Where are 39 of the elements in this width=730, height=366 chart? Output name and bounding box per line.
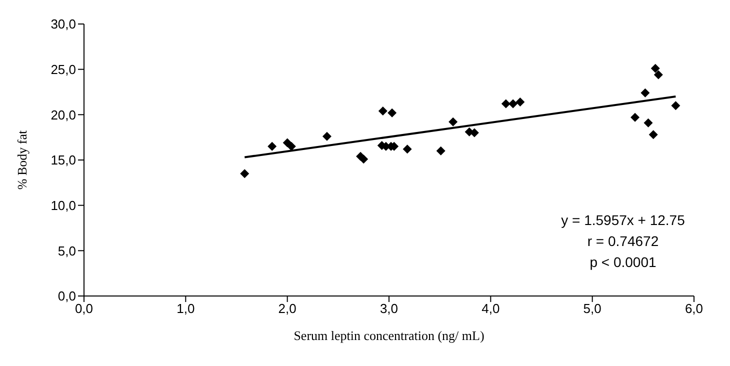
y-tick-label: 10,0 bbox=[50, 198, 76, 213]
point bbox=[650, 64, 660, 73]
y-axis-title: % Body fat bbox=[14, 130, 30, 190]
y-tick-label: 0,0 bbox=[58, 288, 76, 304]
point bbox=[388, 108, 397, 118]
point bbox=[640, 88, 650, 98]
point bbox=[654, 70, 663, 80]
annotation: y = 1.5957x + 12.75 bbox=[560, 211, 686, 230]
point bbox=[240, 169, 250, 178]
point bbox=[402, 144, 412, 154]
point bbox=[286, 142, 296, 151]
point bbox=[516, 97, 525, 106]
y-tick-label: 30,0 bbox=[50, 16, 76, 32]
y-tick-label: 20,0 bbox=[50, 107, 76, 122]
x-tick-label: 6,0 bbox=[684, 301, 704, 316]
point bbox=[448, 117, 458, 126]
annotation: r = 0.74672 bbox=[586, 232, 660, 251]
annotation: p < 0.0001 bbox=[588, 253, 658, 272]
point bbox=[644, 118, 653, 128]
point bbox=[648, 130, 658, 140]
point bbox=[508, 99, 518, 108]
point bbox=[378, 106, 388, 116]
point bbox=[268, 142, 277, 151]
x-tick-label: 5,0 bbox=[583, 301, 602, 316]
y-tick-label: 15,0 bbox=[50, 152, 76, 168]
x-tick-label: 1,0 bbox=[176, 301, 195, 316]
point bbox=[322, 132, 332, 141]
x-tick-label: 0,0 bbox=[74, 301, 94, 316]
point bbox=[501, 99, 510, 108]
y-tick-label: 5,0 bbox=[58, 243, 76, 258]
x-tick-label: 4,0 bbox=[482, 301, 500, 316]
y-tick-label: 25,0 bbox=[50, 62, 76, 77]
point bbox=[630, 112, 640, 122]
point bbox=[436, 146, 446, 156]
point bbox=[671, 101, 680, 110]
x-tick-label: 2,0 bbox=[278, 301, 296, 316]
x-tick-label: 3,0 bbox=[380, 301, 398, 316]
point bbox=[359, 154, 368, 164]
x-axis-title: Serum leptin concentration (ng/ mL) bbox=[294, 328, 484, 343]
